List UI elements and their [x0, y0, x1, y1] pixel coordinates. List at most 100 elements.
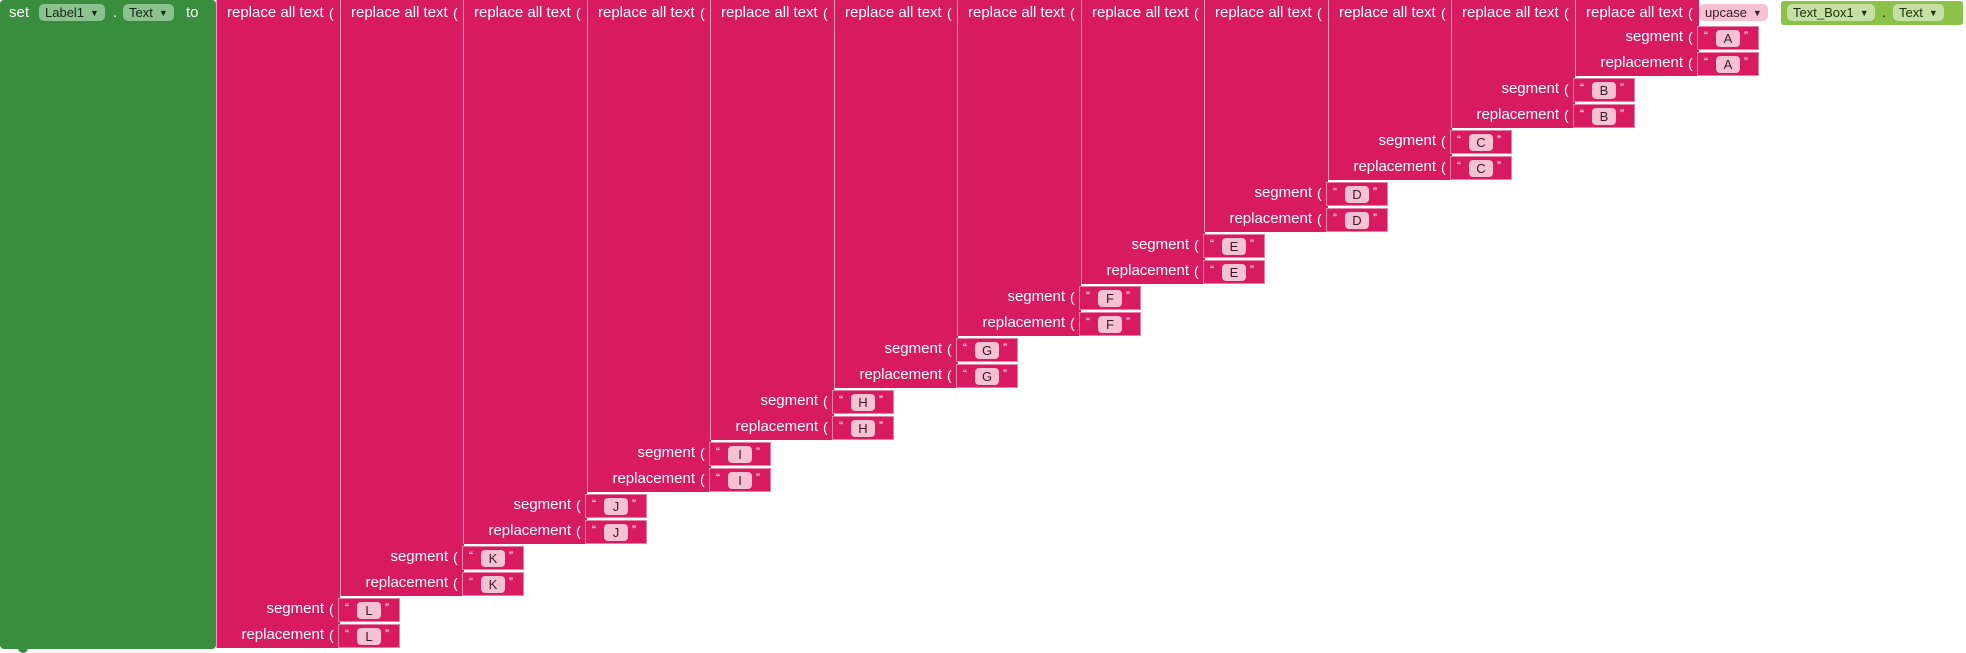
replacement-string-block[interactable]: “ J ”	[585, 520, 647, 544]
segment-string-block[interactable]: “ K ”	[462, 546, 524, 570]
replacement-string-block[interactable]: “ E ”	[1203, 260, 1265, 284]
open-quote: “	[1457, 133, 1461, 147]
open-quote: “	[469, 549, 473, 563]
replacement-label: replacement	[1353, 158, 1436, 175]
segment-string-block[interactable]: “ F ”	[1079, 286, 1141, 310]
open-quote: “	[1210, 263, 1214, 277]
replacement-value[interactable]: L	[357, 628, 381, 645]
replacement-string-block[interactable]: “ L ”	[338, 624, 400, 648]
segment-string-block[interactable]: “ D ”	[1326, 182, 1388, 206]
segment-value[interactable]: F	[1098, 290, 1122, 307]
segment-string-block[interactable]: “ G ”	[956, 338, 1018, 362]
open-quote: “	[1580, 107, 1584, 121]
segment-string-block[interactable]: “ A ”	[1697, 26, 1759, 50]
segment-value[interactable]: L	[357, 602, 381, 619]
segment-value[interactable]: I	[728, 446, 752, 463]
input-socket-paren: (	[823, 393, 828, 409]
segment-label: segment	[266, 600, 324, 617]
close-quote: ”	[1497, 159, 1501, 173]
set-label-text-block[interactable]: set Label1 ▼ . Text ▼ to	[0, 0, 216, 653]
replacement-string-block[interactable]: “ F ”	[1079, 312, 1141, 336]
replacement-string-block[interactable]: “ C ”	[1450, 156, 1512, 180]
replace-all-text-block[interactable]: replace all text (	[1204, 0, 1328, 232]
replace-all-text-block[interactable]: replace all text (	[1081, 0, 1205, 284]
replace-all-text-block[interactable]: replace all text (	[1328, 0, 1452, 180]
input-socket-paren: (	[1688, 55, 1693, 71]
replacement-value[interactable]: D	[1345, 212, 1369, 229]
open-quote: “	[1086, 289, 1090, 303]
property-dropdown-text[interactable]: Text ▼	[1893, 4, 1944, 21]
replacement-value[interactable]: K	[481, 576, 505, 593]
chevron-down-icon: ▼	[1859, 8, 1869, 18]
close-quote: ”	[509, 575, 513, 589]
replacement-label: replacement	[735, 418, 818, 435]
replacement-label: replacement	[859, 366, 942, 383]
segment-string-block[interactable]: “ E ”	[1203, 234, 1265, 258]
input-socket-paren: (	[576, 523, 581, 539]
replacement-string-block[interactable]: “ K ”	[462, 572, 524, 596]
segment-value[interactable]: G	[975, 342, 999, 359]
segment-value[interactable]: B	[1592, 82, 1616, 99]
input-socket-paren: (	[576, 5, 581, 21]
component-dropdown-textbox1[interactable]: Text_Box1 ▼	[1787, 4, 1875, 21]
replacement-value[interactable]: I	[728, 472, 752, 489]
replace-all-text-block[interactable]: replace all text (	[587, 0, 711, 492]
replace-all-text-block[interactable]: replace all text (	[216, 0, 340, 648]
replace-all-text-block[interactable]: replace all text (	[710, 0, 834, 440]
segment-label: segment	[760, 392, 818, 409]
input-socket-paren: (	[1688, 29, 1693, 45]
replacement-value[interactable]: H	[851, 420, 875, 437]
segment-string-block[interactable]: “ B ”	[1573, 78, 1635, 102]
upcase-dropdown[interactable]: upcase ▼	[1699, 4, 1768, 21]
replace-all-text-label: replace all text	[1586, 4, 1683, 21]
replacement-value[interactable]: A	[1716, 56, 1740, 73]
close-quote: ”	[632, 497, 636, 511]
segment-string-block[interactable]: “ L ”	[338, 598, 400, 622]
replacement-string-block[interactable]: “ A ”	[1697, 52, 1759, 76]
replace-all-text-block[interactable]: replace all text (	[834, 0, 958, 388]
replace-all-text-label: replace all text	[227, 4, 324, 21]
component-dropdown-label1[interactable]: Label1 ▼	[39, 4, 105, 21]
replacement-value[interactable]: F	[1098, 316, 1122, 333]
segment-label: segment	[884, 340, 942, 357]
replace-all-text-block[interactable]: replace all text (	[463, 0, 587, 544]
segment-string-block[interactable]: “ I ”	[709, 442, 771, 466]
segment-label: segment	[1625, 28, 1683, 45]
segment-value[interactable]: D	[1345, 186, 1369, 203]
replacement-value[interactable]: J	[604, 524, 628, 541]
replacement-string-block[interactable]: “ I ”	[709, 468, 771, 492]
replace-all-text-block[interactable]: replace all text (	[340, 0, 464, 596]
segment-string-block[interactable]: “ H ”	[832, 390, 894, 414]
replacement-string-block[interactable]: “ G ”	[956, 364, 1018, 388]
input-socket-paren: (	[453, 5, 458, 21]
property-dropdown-text[interactable]: Text ▼	[123, 4, 174, 21]
segment-value[interactable]: C	[1469, 134, 1493, 151]
replacement-value[interactable]: B	[1592, 108, 1616, 125]
segment-string-block[interactable]: “ C ”	[1450, 130, 1512, 154]
replacement-value[interactable]: E	[1222, 264, 1246, 281]
input-socket-paren: (	[947, 367, 952, 383]
replacement-value[interactable]: C	[1469, 160, 1493, 177]
segment-value[interactable]: H	[851, 394, 875, 411]
replace-all-text-block[interactable]: replace all text (	[957, 0, 1081, 336]
close-quote: ”	[1126, 289, 1130, 303]
replace-all-text-block[interactable]: replace all text (	[1451, 0, 1575, 128]
replace-all-text-label: replace all text	[1092, 4, 1189, 21]
input-socket-paren: (	[1317, 5, 1322, 21]
segment-string-block[interactable]: “ J ”	[585, 494, 647, 518]
close-quote: ”	[1744, 55, 1748, 69]
segment-value[interactable]: K	[481, 550, 505, 567]
replacement-string-block[interactable]: “ D ”	[1326, 208, 1388, 232]
segment-value[interactable]: E	[1222, 238, 1246, 255]
component-property-getter[interactable]: Text_Box1 ▼. Text ▼	[1781, 1, 1963, 25]
replacement-string-block[interactable]: “ B ”	[1573, 104, 1635, 128]
replace-all-text-block[interactable]: replace all text (	[1575, 0, 1699, 76]
segment-value[interactable]: A	[1716, 30, 1740, 47]
replacement-value[interactable]: G	[975, 368, 999, 385]
open-quote: “	[716, 445, 720, 459]
to-keyword: to	[186, 4, 199, 21]
open-quote: “	[1457, 159, 1461, 173]
segment-value[interactable]: J	[604, 498, 628, 515]
replacement-string-block[interactable]: “ H ”	[832, 416, 894, 440]
